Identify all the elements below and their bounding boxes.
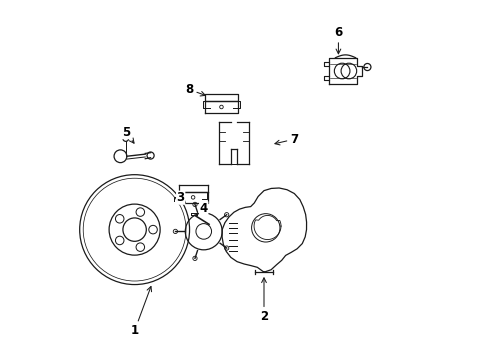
Text: 3: 3 bbox=[176, 191, 185, 204]
Text: 6: 6 bbox=[334, 26, 342, 54]
Text: 5: 5 bbox=[122, 126, 134, 143]
Text: 2: 2 bbox=[260, 278, 267, 323]
Text: 8: 8 bbox=[185, 83, 205, 96]
Text: 7: 7 bbox=[274, 133, 298, 146]
Text: 4: 4 bbox=[199, 202, 207, 215]
Text: 1: 1 bbox=[130, 287, 151, 337]
